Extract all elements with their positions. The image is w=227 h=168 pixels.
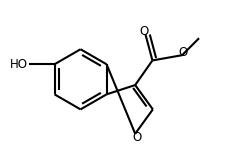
Text: O: O bbox=[132, 131, 141, 144]
Text: HO: HO bbox=[10, 58, 28, 71]
Text: O: O bbox=[138, 26, 148, 38]
Text: O: O bbox=[178, 46, 187, 59]
